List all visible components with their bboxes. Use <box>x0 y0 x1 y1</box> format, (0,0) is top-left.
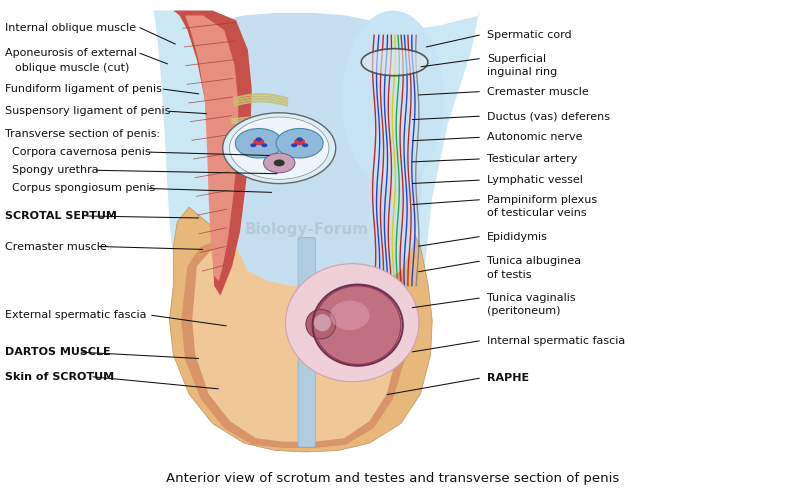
Text: Ductus (vas) deferens: Ductus (vas) deferens <box>487 111 610 121</box>
Circle shape <box>294 139 305 145</box>
Text: Aponeurosis of external: Aponeurosis of external <box>5 48 137 58</box>
Text: Fundiform ligament of penis: Fundiform ligament of penis <box>5 84 161 94</box>
Text: Anterior view of scrotum and testes and transverse section of penis: Anterior view of scrotum and testes and … <box>167 472 619 485</box>
Text: Pampiniform plexus: Pampiniform plexus <box>487 195 597 205</box>
Ellipse shape <box>330 301 369 330</box>
Text: Lymphatic vessel: Lymphatic vessel <box>487 175 583 185</box>
Text: inguinal ring: inguinal ring <box>487 67 557 77</box>
Circle shape <box>261 143 267 147</box>
Text: Corpora cavernosa penis: Corpora cavernosa penis <box>5 147 150 157</box>
Text: of testicular veins: of testicular veins <box>487 208 587 218</box>
Text: Testicular artery: Testicular artery <box>487 154 578 164</box>
Circle shape <box>235 129 282 158</box>
Circle shape <box>296 138 303 141</box>
Text: DARTOS MUSCLE: DARTOS MUSCLE <box>5 347 110 357</box>
Polygon shape <box>181 232 407 448</box>
Text: Internal spermatic fascia: Internal spermatic fascia <box>487 336 626 346</box>
Text: Spongy urethra: Spongy urethra <box>5 165 98 176</box>
Text: Spermatic cord: Spermatic cord <box>487 30 571 40</box>
Polygon shape <box>154 10 479 448</box>
Text: of testis: of testis <box>487 270 531 280</box>
Circle shape <box>302 143 308 147</box>
Polygon shape <box>192 234 399 442</box>
Text: Autonomic nerve: Autonomic nerve <box>487 132 582 142</box>
Ellipse shape <box>342 10 444 187</box>
Text: Epididymis: Epididymis <box>487 232 548 242</box>
Circle shape <box>255 138 262 141</box>
Text: SCROTAL SEPTUM: SCROTAL SEPTUM <box>5 211 116 221</box>
Text: Cremaster muscle: Cremaster muscle <box>487 87 589 97</box>
Text: Cremaster muscle: Cremaster muscle <box>5 242 106 251</box>
Circle shape <box>276 129 323 158</box>
Circle shape <box>291 143 297 147</box>
Text: Transverse section of penis:: Transverse section of penis: <box>5 130 160 140</box>
Circle shape <box>250 143 256 147</box>
Text: Suspensory ligament of penis: Suspensory ligament of penis <box>5 106 170 116</box>
Polygon shape <box>181 15 238 281</box>
Text: RAPHE: RAPHE <box>487 373 529 383</box>
Text: Tunica vaginalis: Tunica vaginalis <box>487 293 576 303</box>
Ellipse shape <box>314 286 401 364</box>
Text: Superficial: Superficial <box>487 54 546 64</box>
Circle shape <box>222 113 336 183</box>
Text: Tunica albuginea: Tunica albuginea <box>487 256 582 266</box>
Polygon shape <box>173 10 252 296</box>
Text: Corpus spongiosum penis: Corpus spongiosum penis <box>5 183 155 193</box>
Text: (peritoneum): (peritoneum) <box>487 306 560 317</box>
Ellipse shape <box>285 264 419 382</box>
Polygon shape <box>170 207 432 452</box>
Ellipse shape <box>362 50 427 74</box>
Circle shape <box>263 153 295 173</box>
Text: External spermatic fascia: External spermatic fascia <box>5 310 146 320</box>
Circle shape <box>253 139 264 145</box>
Ellipse shape <box>306 310 336 339</box>
Text: oblique muscle (cut): oblique muscle (cut) <box>15 63 129 73</box>
FancyBboxPatch shape <box>298 238 315 447</box>
Circle shape <box>230 117 329 179</box>
Text: Internal oblique muscle: Internal oblique muscle <box>5 23 136 33</box>
Circle shape <box>274 159 285 166</box>
Text: Skin of SCROTUM: Skin of SCROTUM <box>5 372 114 382</box>
Ellipse shape <box>314 314 331 331</box>
Polygon shape <box>222 13 423 286</box>
Text: Biology-Forum: Biology-Forum <box>244 222 369 237</box>
